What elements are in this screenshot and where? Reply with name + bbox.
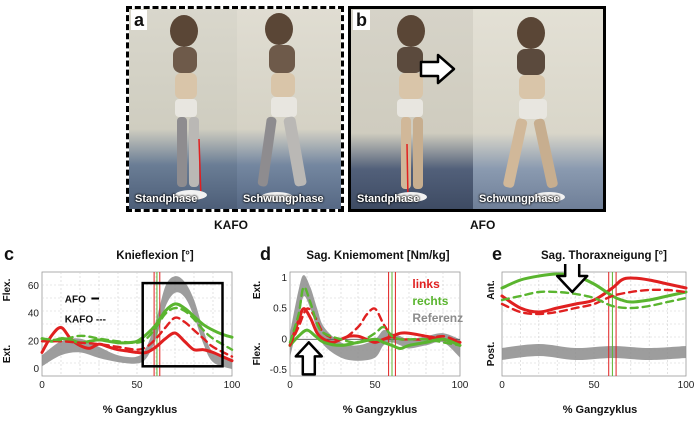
x-tick-label: 100 xyxy=(224,380,240,391)
y-tick-label: 40 xyxy=(28,309,40,320)
x-tick-label: 50 xyxy=(588,380,600,391)
y-tick-label: 0 xyxy=(281,334,287,345)
annotation-label: KAFO --- xyxy=(65,315,106,326)
highlight-box xyxy=(141,281,224,368)
y-tick-label: 0.5 xyxy=(273,304,287,315)
up-arrow-shape xyxy=(294,341,324,376)
series-line xyxy=(500,288,688,316)
panel-a-photo-stance: Standphase xyxy=(129,9,237,209)
series-line xyxy=(288,285,462,347)
figure-kafo-stance xyxy=(170,15,207,200)
panel-e-letter: e xyxy=(492,244,503,264)
series-line xyxy=(288,307,462,347)
figure-kafo-swing xyxy=(257,13,307,202)
group-label-afo: AFO xyxy=(470,218,496,232)
annotation-label: AFO xyxy=(65,295,86,306)
y-tick-label: 1 xyxy=(281,273,287,284)
series-line xyxy=(40,302,234,345)
chart-c-title: Knieflexion [°] xyxy=(116,250,194,262)
arrow-icon-panel-b xyxy=(419,53,456,85)
panel-b-caption-swing: Schwungphase xyxy=(479,193,560,205)
chart-c-knee-flexion: 0 50 100 0 20 40 60 Flex. Ext. AFO KAFO --- xyxy=(2,271,240,391)
chart-d-xlabel: % Gangzyklus xyxy=(342,404,418,416)
panel-a-frame xyxy=(126,6,344,212)
x-tick-label: 0 xyxy=(39,380,45,391)
y-label-bottom: Post. xyxy=(486,342,497,367)
y-tick-label: 0 xyxy=(33,364,39,375)
y-label-top: Ext. xyxy=(252,281,263,300)
panel-b-frame xyxy=(348,6,606,212)
chart-d-knee-moment: 0 50 100 -0.5 0 0.5 1 Ext. Flex. links rechts Refer… xyxy=(252,271,469,391)
x-tick-label: 100 xyxy=(678,380,695,391)
legend-entry: rechts xyxy=(412,294,448,308)
y-tick-label: -0.5 xyxy=(270,365,288,376)
panel-a-photo-swing: Schwungphase xyxy=(237,9,341,209)
x-tick-label: 0 xyxy=(287,380,293,391)
chart-d-title: Sag. Kniemoment [Nm/kg] xyxy=(306,250,450,262)
group-label-kafo: KAFO xyxy=(214,218,248,232)
down-arrow-icon xyxy=(555,264,589,294)
series-line xyxy=(40,306,234,351)
up-arrow-icon xyxy=(294,341,324,376)
y-label-top: Ant. xyxy=(486,280,497,300)
y-label-bottom: Ext. xyxy=(2,345,13,364)
series-line xyxy=(500,272,688,304)
series-line xyxy=(500,290,688,310)
figure-afo-stance xyxy=(395,15,427,202)
x-tick-label: 0 xyxy=(499,380,505,391)
legend-entry: Referenz xyxy=(412,311,463,325)
series-line xyxy=(288,328,462,350)
panel-b-caption-stance: Standphase xyxy=(357,193,420,205)
reference-band xyxy=(502,344,686,361)
panel-a-caption-stance: Standphase xyxy=(135,193,198,205)
figure-afo-swing xyxy=(503,17,565,202)
series-line xyxy=(500,276,688,314)
x-tick-label: 50 xyxy=(131,380,143,391)
panel-b-photo-stance: Standphase xyxy=(351,9,473,209)
panel-a-letter: a xyxy=(131,10,148,30)
legend-entry: links xyxy=(412,277,440,291)
y-tick-label: 60 xyxy=(28,281,40,292)
panel-b-letter: b xyxy=(353,10,370,30)
series-line xyxy=(40,316,234,358)
series-line xyxy=(288,307,462,347)
x-tick-label: 100 xyxy=(452,380,469,391)
down-arrow-shape xyxy=(555,264,589,294)
panel-a-caption-swing: Schwungphase xyxy=(243,193,324,205)
reference-band xyxy=(42,276,232,370)
chart-e-thorax-inclination: 0 50 100 Ant. Post. xyxy=(486,264,695,391)
y-label-top: Flex. xyxy=(2,278,13,301)
panel-c-letter: c xyxy=(4,244,15,264)
chart-e-title: Sag. Thoraxneigung [°] xyxy=(541,250,667,262)
chart-c-xlabel: % Gangzyklus xyxy=(102,404,178,416)
y-tick-label: 20 xyxy=(28,336,40,347)
x-tick-label: 50 xyxy=(369,380,381,391)
y-label-bottom: Flex. xyxy=(252,342,263,365)
panel-d-letter: d xyxy=(260,244,271,264)
chart-e-xlabel: % Gangzyklus xyxy=(562,404,638,416)
panel-b-photo-swing: Schwungphase xyxy=(473,9,603,209)
